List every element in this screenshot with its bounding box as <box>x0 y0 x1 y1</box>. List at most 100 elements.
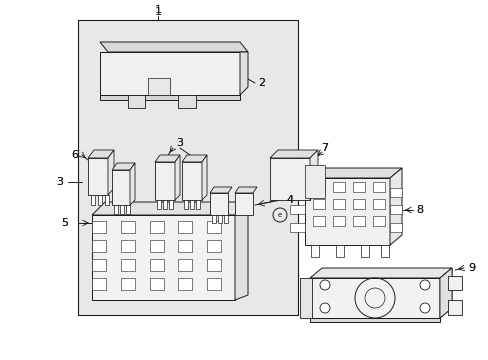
Text: 8: 8 <box>416 205 423 215</box>
Bar <box>149 278 163 290</box>
Bar <box>163 200 167 209</box>
Bar <box>190 200 194 209</box>
Text: 7: 7 <box>321 143 328 153</box>
Polygon shape <box>155 155 180 162</box>
Text: e: e <box>277 212 282 218</box>
Bar <box>121 221 135 233</box>
Polygon shape <box>309 268 451 278</box>
Text: 4: 4 <box>286 195 293 205</box>
Circle shape <box>319 280 329 290</box>
Polygon shape <box>305 168 401 178</box>
Polygon shape <box>299 278 311 318</box>
Bar <box>105 195 109 205</box>
Bar <box>372 199 384 209</box>
Bar <box>92 221 106 233</box>
Polygon shape <box>309 278 439 318</box>
Text: 5: 5 <box>61 218 68 228</box>
Bar <box>121 278 135 290</box>
Text: 2: 2 <box>258 78 265 88</box>
Bar <box>212 215 216 223</box>
Bar <box>120 205 124 214</box>
Bar <box>206 259 221 271</box>
Text: 1: 1 <box>154 5 161 15</box>
Polygon shape <box>235 193 252 215</box>
Circle shape <box>419 280 429 290</box>
Polygon shape <box>92 202 247 215</box>
Polygon shape <box>130 163 135 205</box>
Text: 3: 3 <box>176 138 183 148</box>
Bar <box>98 195 102 205</box>
Bar <box>169 200 173 209</box>
Polygon shape <box>108 150 114 195</box>
Polygon shape <box>112 170 130 205</box>
Polygon shape <box>92 215 235 300</box>
Bar <box>389 205 401 214</box>
Text: 8: 8 <box>416 205 423 215</box>
Text: 4: 4 <box>286 195 293 205</box>
Bar <box>121 240 135 252</box>
Polygon shape <box>182 155 206 162</box>
Bar <box>372 216 384 226</box>
Polygon shape <box>269 150 317 158</box>
Bar <box>289 188 305 197</box>
Bar <box>178 259 192 271</box>
Bar <box>196 200 200 209</box>
Polygon shape <box>202 155 206 200</box>
Text: 9: 9 <box>468 263 475 273</box>
Polygon shape <box>209 193 227 215</box>
Polygon shape <box>175 155 180 200</box>
Bar <box>206 240 221 252</box>
Polygon shape <box>209 187 231 193</box>
Polygon shape <box>155 162 175 200</box>
Polygon shape <box>100 52 240 95</box>
Text: 3: 3 <box>57 177 63 187</box>
Bar <box>312 199 325 209</box>
Text: 1: 1 <box>154 7 161 17</box>
Bar <box>206 221 221 233</box>
Bar <box>360 245 368 257</box>
Bar <box>178 240 192 252</box>
Bar <box>289 223 305 232</box>
Polygon shape <box>88 158 108 195</box>
Bar <box>178 221 192 233</box>
Polygon shape <box>100 95 240 100</box>
Bar <box>149 240 163 252</box>
Polygon shape <box>88 150 114 158</box>
Bar <box>92 240 106 252</box>
Text: 2: 2 <box>258 78 265 88</box>
Bar <box>114 205 118 214</box>
Polygon shape <box>305 178 389 245</box>
Polygon shape <box>235 202 247 300</box>
Polygon shape <box>178 95 196 108</box>
Polygon shape <box>439 268 451 318</box>
Bar <box>218 215 222 223</box>
Bar <box>389 188 401 197</box>
Polygon shape <box>182 162 202 200</box>
Polygon shape <box>100 42 247 52</box>
Text: 3: 3 <box>57 177 63 187</box>
Text: 3: 3 <box>176 138 183 148</box>
Text: 7: 7 <box>321 143 328 153</box>
Bar <box>289 205 305 214</box>
Polygon shape <box>128 95 145 108</box>
Polygon shape <box>389 168 401 245</box>
Polygon shape <box>235 187 257 193</box>
Bar <box>332 199 345 209</box>
Bar <box>206 278 221 290</box>
Text: 6: 6 <box>71 150 79 160</box>
Bar <box>335 245 343 257</box>
Polygon shape <box>305 165 325 198</box>
Circle shape <box>319 303 329 313</box>
Bar <box>352 216 364 226</box>
Bar <box>92 259 106 271</box>
Bar <box>178 278 192 290</box>
Bar <box>380 245 388 257</box>
Bar <box>91 195 95 205</box>
Bar <box>372 182 384 192</box>
Bar <box>92 278 106 290</box>
Bar <box>149 259 163 271</box>
Bar <box>310 245 318 257</box>
Circle shape <box>419 303 429 313</box>
Bar <box>352 182 364 192</box>
Polygon shape <box>309 318 439 322</box>
